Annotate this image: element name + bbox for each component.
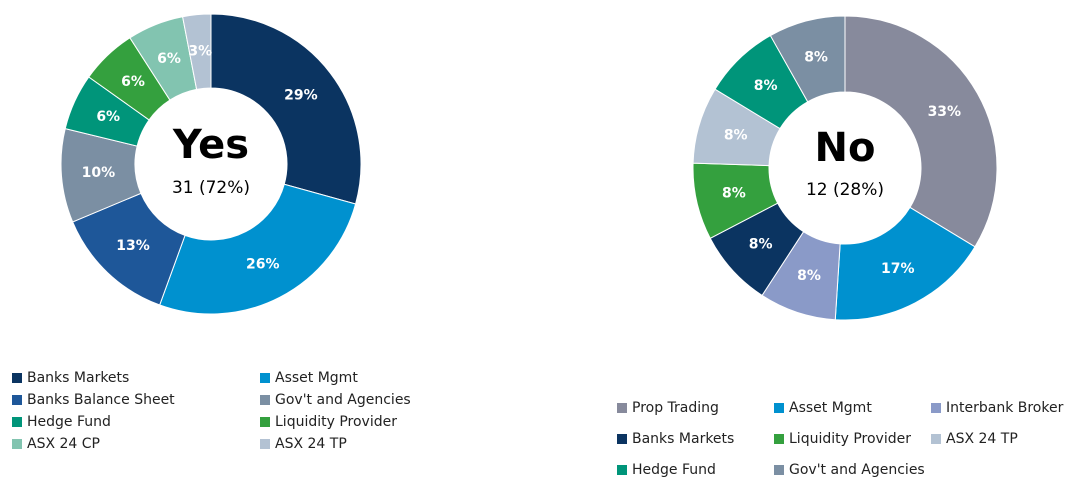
legend-swatch — [260, 439, 270, 449]
slice-label: 17% — [881, 261, 915, 277]
slice-label: 8% — [804, 50, 828, 66]
legend-label: Prop Trading — [632, 400, 719, 416]
slice-label: 10% — [82, 165, 116, 181]
slice-label: 29% — [284, 88, 318, 104]
legend-label: Hedge Fund — [632, 462, 716, 478]
donut-slice — [834, 206, 976, 321]
legend-label: Liquidity Provider — [275, 414, 397, 430]
slice-label: 33% — [928, 104, 962, 120]
legend-swatch — [12, 417, 22, 427]
slice-label: 8% — [749, 237, 773, 253]
legend-swatch — [617, 403, 627, 413]
legend-label: Banks Markets — [632, 431, 734, 447]
center-title: No — [815, 125, 876, 171]
slice-label: 26% — [246, 256, 280, 272]
legend-label: ASX 24 CP — [27, 436, 100, 452]
legend-label: Gov't and Agencies — [275, 392, 411, 408]
slice-label: 8% — [722, 185, 746, 201]
legend-swatch — [931, 403, 941, 413]
legend-label: Asset Mgmt — [275, 370, 358, 386]
legend-label: Gov't and Agencies — [789, 462, 925, 478]
center-title: Yes — [172, 122, 249, 168]
legend-swatch — [774, 403, 784, 413]
center-subtitle: 12 (28%) — [806, 180, 884, 200]
legend-label: ASX 24 TP — [275, 436, 347, 452]
legend-swatch — [12, 395, 22, 405]
legend-label: Hedge Fund — [27, 414, 111, 430]
slice-label: 13% — [116, 238, 150, 254]
legend-label: Banks Markets — [27, 370, 129, 386]
legend-swatch — [12, 439, 22, 449]
donut-slice — [182, 13, 212, 90]
donut-slice — [210, 13, 362, 205]
legend-label: Interbank Broker — [946, 400, 1064, 416]
legend-swatch — [12, 373, 22, 383]
legend-label: ASX 24 TP — [946, 431, 1018, 447]
slice-label: 3% — [188, 44, 212, 60]
slice-label: 6% — [96, 109, 120, 125]
slice-label: 8% — [754, 78, 778, 94]
slice-label: 8% — [724, 128, 748, 144]
legend-label: Liquidity Provider — [789, 431, 911, 447]
donut-slice — [844, 15, 998, 248]
legend-swatch — [931, 434, 941, 444]
legend-label: Banks Balance Sheet — [27, 392, 175, 408]
legend-label: Asset Mgmt — [789, 400, 872, 416]
legend-swatch — [774, 434, 784, 444]
donut-slice — [159, 183, 357, 315]
center-subtitle: 31 (72%) — [172, 178, 250, 198]
legend-swatch — [260, 417, 270, 427]
legend-swatch — [260, 395, 270, 405]
slice-label: 6% — [157, 51, 181, 67]
slice-label: 8% — [797, 268, 821, 284]
slice-label: 6% — [121, 74, 145, 90]
legend-swatch — [774, 465, 784, 475]
legend-swatch — [617, 434, 627, 444]
donut-slice — [769, 15, 846, 103]
legend-swatch — [617, 465, 627, 475]
legend-swatch — [260, 373, 270, 383]
